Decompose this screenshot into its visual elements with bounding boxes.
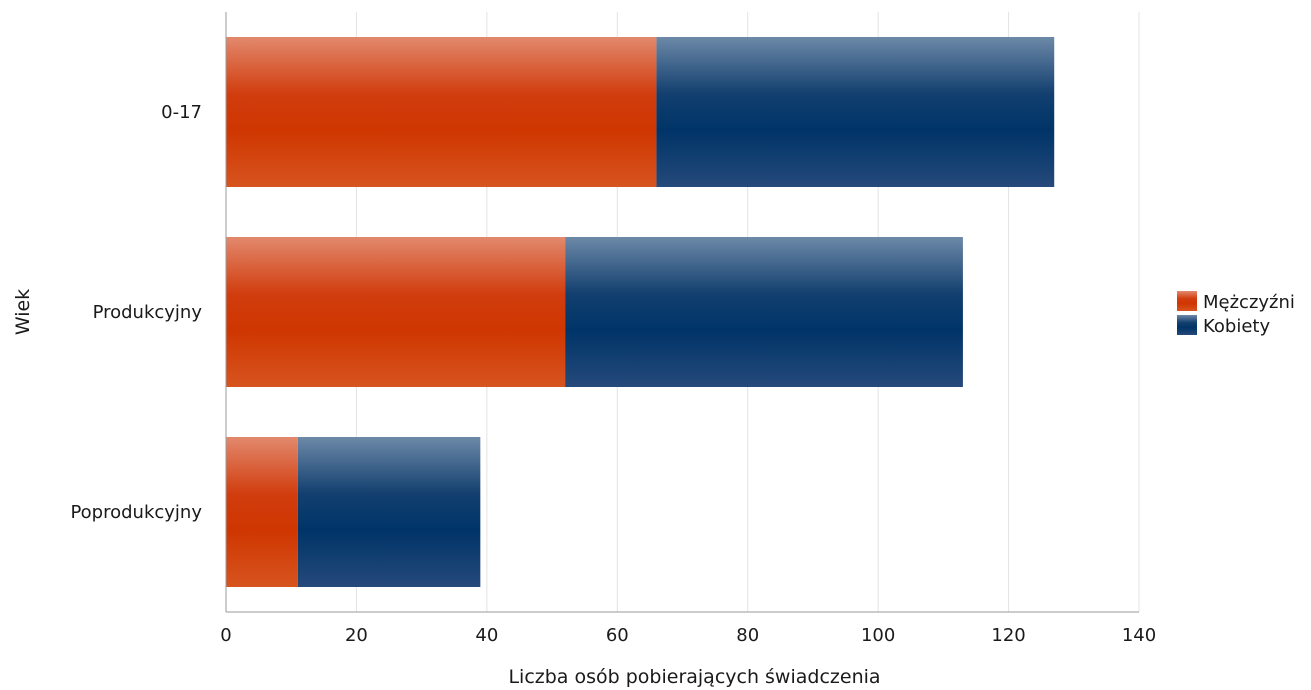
x-tick-label: 100 xyxy=(861,625,895,646)
x-tick-label: 80 xyxy=(736,625,759,646)
x-tick-label: 40 xyxy=(475,625,498,646)
axes: 0-17 Produkcyjny Poprodukcyjny 0 20 40 60 80 100… xyxy=(12,12,1156,688)
bar-men xyxy=(226,37,657,187)
x-tick-label: 20 xyxy=(345,625,368,646)
x-tick-label: 0 xyxy=(220,625,231,646)
x-tick-label: 140 xyxy=(1122,625,1156,646)
bar-men xyxy=(226,237,566,387)
bar-men xyxy=(226,437,298,587)
x-axis-title: Liczba osób pobierających świadczenia xyxy=(508,666,880,688)
category-label: Poprodukcyjny xyxy=(70,502,202,523)
legend-label: Mężczyźni xyxy=(1203,292,1295,313)
x-tick-label: 120 xyxy=(991,625,1025,646)
bar-women xyxy=(656,37,1055,187)
legend: Mężczyźni Kobiety xyxy=(1177,291,1295,337)
x-tick-label: 60 xyxy=(606,625,629,646)
legend-swatch-women xyxy=(1177,315,1197,335)
y-axis-title: Wiek xyxy=(12,289,34,335)
legend-label: Kobiety xyxy=(1203,316,1270,337)
bars xyxy=(226,37,1055,587)
legend-swatch-men xyxy=(1177,291,1197,311)
bar-women xyxy=(297,437,481,587)
bar-women xyxy=(565,237,963,387)
category-label: 0-17 xyxy=(161,102,202,123)
category-label: Produkcyjny xyxy=(93,302,203,323)
